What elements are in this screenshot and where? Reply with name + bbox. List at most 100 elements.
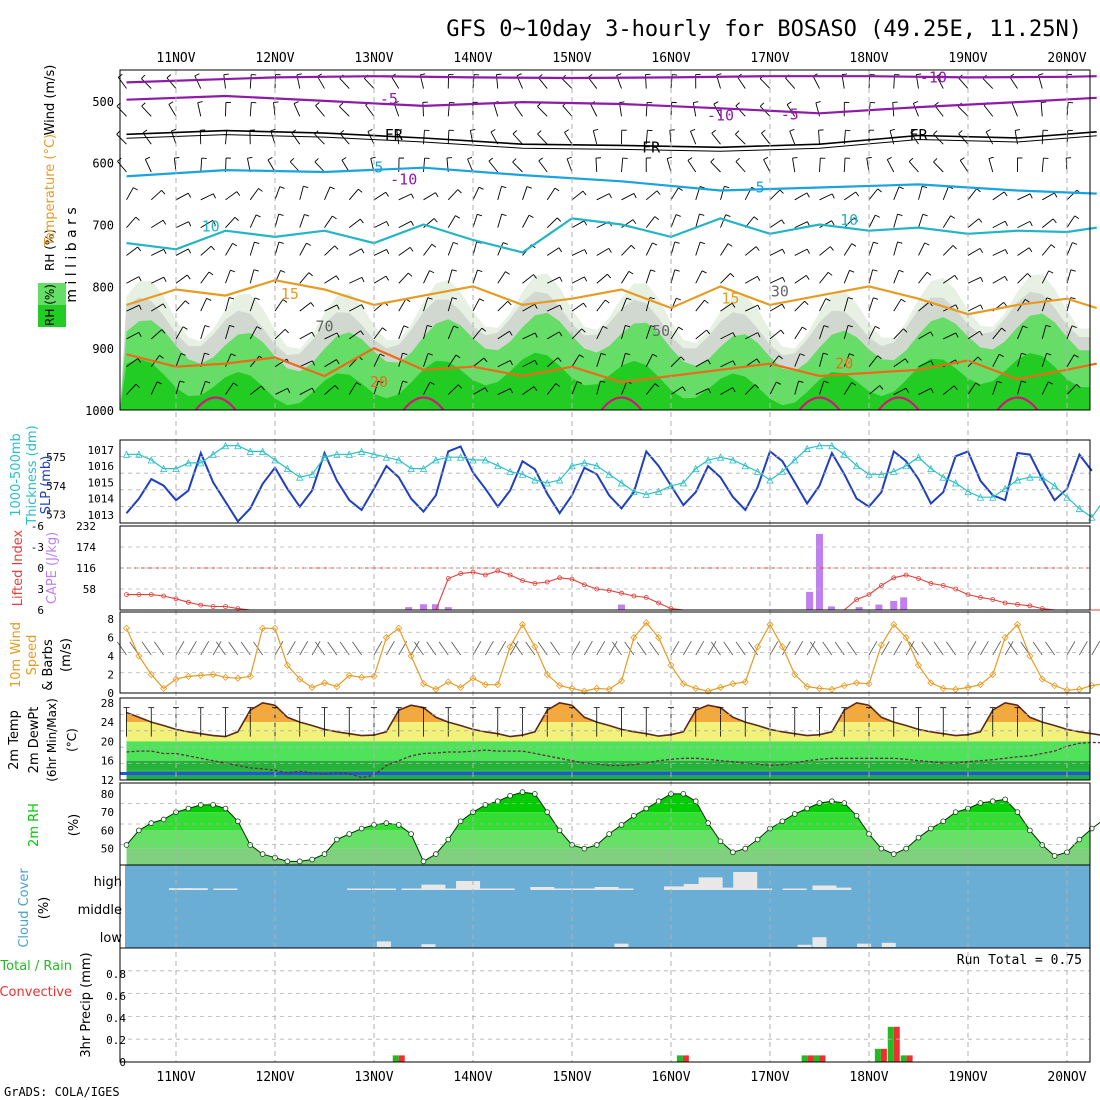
wind-barb-flag [284,328,289,334]
wind-barb-flag [457,189,462,194]
wind-barb-flag [1003,191,1008,197]
wind-barb-flag [757,304,761,310]
wind-barb [348,330,361,340]
thickness-point [159,464,168,473]
wind-barb [621,325,626,340]
wind-barb [537,133,548,145]
precip-conv-bar [906,1055,913,1062]
li-point [891,575,897,581]
wind-barb-flag [117,157,122,162]
wind-barb-flag [877,355,882,360]
wind-barb [514,104,523,117]
wind-barb-flag [905,387,909,393]
thickness-ytick: 574 [46,480,66,493]
rh2m-point [705,820,711,826]
wind-barb [522,359,536,368]
wind-barb [669,130,672,145]
wind-barb [447,242,454,256]
wind-barb-flag [600,352,606,356]
wind10-point [469,674,477,682]
isotherm-fr-double [126,134,1097,152]
wind-barb [324,359,337,368]
wind-barb [843,157,846,173]
isotherm-25-arc [194,396,237,411]
wind10-point [729,680,737,688]
thickness-point [877,470,886,478]
wind-barb-flag [853,217,858,222]
wind-barb [1040,102,1043,117]
wind-barb-flag [533,274,537,279]
wind-barb [398,298,407,312]
date-label-top: 13NOV [354,51,393,66]
li-point [223,604,228,609]
wind-barb-flag [537,130,542,135]
wind-barb-flag [185,300,190,305]
wind-barb-flag [849,269,855,273]
wind10-barb [537,641,548,656]
thickness-point [444,453,452,461]
cape-ytick: 232 [76,520,96,533]
cloud-high-bar [683,884,708,890]
wind-barb [992,249,1006,256]
wind-barb-flag [593,128,599,132]
wind-barb-flag [306,242,312,246]
wind-barb [249,385,262,395]
thickness-point [729,456,737,464]
li-ytick: 3 [37,583,44,596]
li-point [520,578,525,583]
thickness-point [753,467,762,475]
wind-barb [324,385,336,395]
wind-barb [349,304,362,312]
wind-barb-flag [952,245,957,250]
wind-barb [843,353,850,367]
wind-barb [546,357,559,368]
date-label-top: 20NOV [1047,51,1086,66]
rh2m-point [655,798,662,805]
wind-barb [348,218,361,228]
rh2m-point [334,836,340,843]
rh2m-point [829,798,835,805]
contour-label: 5 [374,159,383,177]
wind-barb-flag [700,241,706,245]
ua-ylabel-wind: Wind (m/s) [43,65,58,136]
thickness-point [382,453,391,461]
wind-barb-flag [1048,270,1054,274]
wind-barb [893,214,899,228]
wind10-point [939,684,947,692]
contour-label: 50 [652,322,670,340]
wind-barb [621,297,628,312]
wind-barb [1011,103,1018,117]
wind-barb-flag [159,355,164,359]
rh2m-point [717,838,724,845]
wind-barb-flag [278,241,284,244]
wind-barb-flag [534,332,538,338]
wind-barb [467,158,474,173]
wind-barb [695,242,701,256]
wind-barb [720,302,733,312]
rh2m-point [1002,796,1008,803]
thickness-point [543,479,551,487]
wind-barb-flag [233,382,238,387]
cape-ylabel-cape: CAPE (J/kg) [45,532,60,604]
wind-barb-flag [451,269,457,272]
thickness-point [184,459,193,467]
wind-barb-flag [509,360,513,366]
wind-barb [720,273,731,284]
wind-barb-flag [256,326,262,330]
wind-barb-flag [212,220,216,225]
thickness-point [296,473,304,481]
rh2m-point [235,818,241,825]
wind-barb [967,330,980,340]
rh2m-point [556,827,563,834]
wind-barb [794,248,808,256]
wind-barb [711,132,721,145]
wind-barb [546,217,558,228]
thickness-point [791,456,799,464]
cloud-high-bar [421,884,446,890]
wind-barb-flag [908,157,914,162]
rh-band [126,784,1090,794]
wind10-barb [584,640,593,656]
wind-barb [373,191,387,201]
li-point [631,593,637,599]
